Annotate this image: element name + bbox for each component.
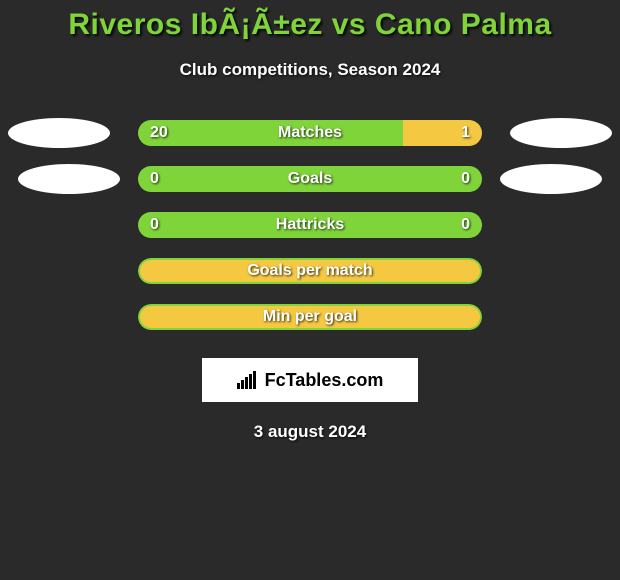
fctables-logo[interactable]: FcTables.com [202,358,418,402]
bar-goals: 0 Goals 0 [138,166,482,192]
player-right-avatar [500,164,602,194]
stat-row-matches: 20 Matches 1 [0,110,620,156]
page-title: Riveros IbÃ¡Ã±ez vs Cano Palma [0,8,620,42]
bar-left-fill [138,166,482,192]
bar-goals-per-match: Goals per match [138,258,482,284]
subtitle: Club competitions, Season 2024 [0,60,620,80]
bar-empty-fill [138,258,482,284]
comparison-widget: Riveros IbÃ¡Ã±ez vs Cano Palma Club comp… [0,0,620,442]
bar-empty-fill [138,304,482,330]
player-left-avatar [8,118,110,148]
bar-matches: 20 Matches 1 [138,120,482,146]
player-left-avatar [18,164,120,194]
logo-text: FcTables.com [265,370,384,391]
stat-row-goals-per-match: Goals per match [0,248,620,294]
bar-hattricks: 0 Hattricks 0 [138,212,482,238]
bar-right-fill [403,120,482,146]
bar-min-per-goal: Min per goal [138,304,482,330]
stat-row-goals: 0 Goals 0 [0,156,620,202]
date-label: 3 august 2024 [0,422,620,442]
stat-row-min-per-goal: Min per goal [0,294,620,340]
player-right-avatar [510,118,612,148]
bar-chart-icon [237,371,259,389]
bar-left-fill [138,120,403,146]
stats-rows: 20 Matches 1 0 Goals 0 0 Ha [0,110,620,340]
stat-row-hattricks: 0 Hattricks 0 [0,202,620,248]
bar-left-fill [138,212,482,238]
